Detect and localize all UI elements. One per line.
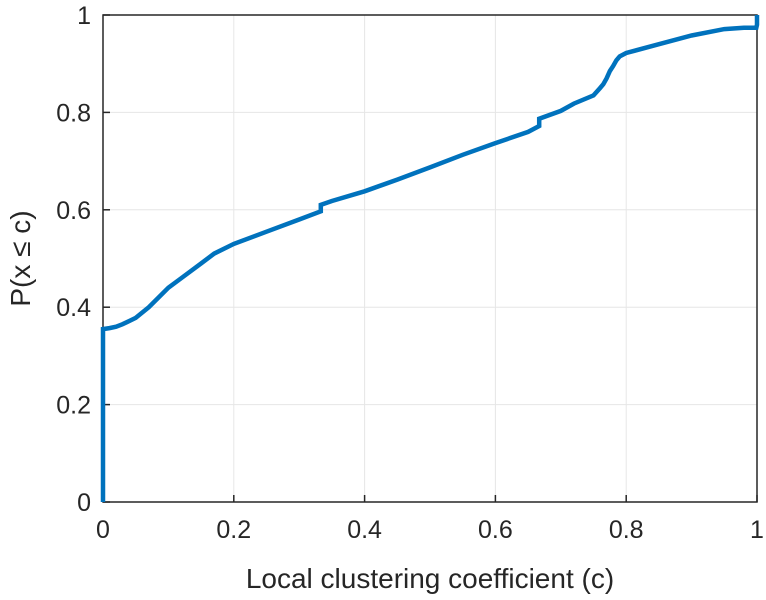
x-tick-label: 0.2 <box>216 516 251 544</box>
grid <box>102 14 758 503</box>
plot-area <box>102 14 758 503</box>
y-tick-label: 0.4 <box>56 294 91 322</box>
y-tick-label: 0.2 <box>56 392 91 420</box>
y-tick-label: 0.8 <box>56 99 91 127</box>
y-tick-label: 1 <box>77 2 91 30</box>
x-tick-label: 0.8 <box>609 516 644 544</box>
x-tick-label: 1 <box>750 516 764 544</box>
cdf-line <box>100 15 760 502</box>
x-axis-label: Local clustering coefficient (c) <box>246 563 614 594</box>
x-tick-label: 0 <box>96 516 110 544</box>
x-tick-label: 0.6 <box>478 516 513 544</box>
y-tick-label: 0.6 <box>56 197 91 225</box>
y-axis-label: P(x ≤ c) <box>5 210 36 306</box>
x-tick-label: 0.4 <box>347 516 382 544</box>
ticks: 0 0.2 0.4 0.6 0.8 1 0 0.2 0.4 0.6 0.8 1 <box>56 2 764 544</box>
y-tick-label: 0 <box>77 489 91 517</box>
